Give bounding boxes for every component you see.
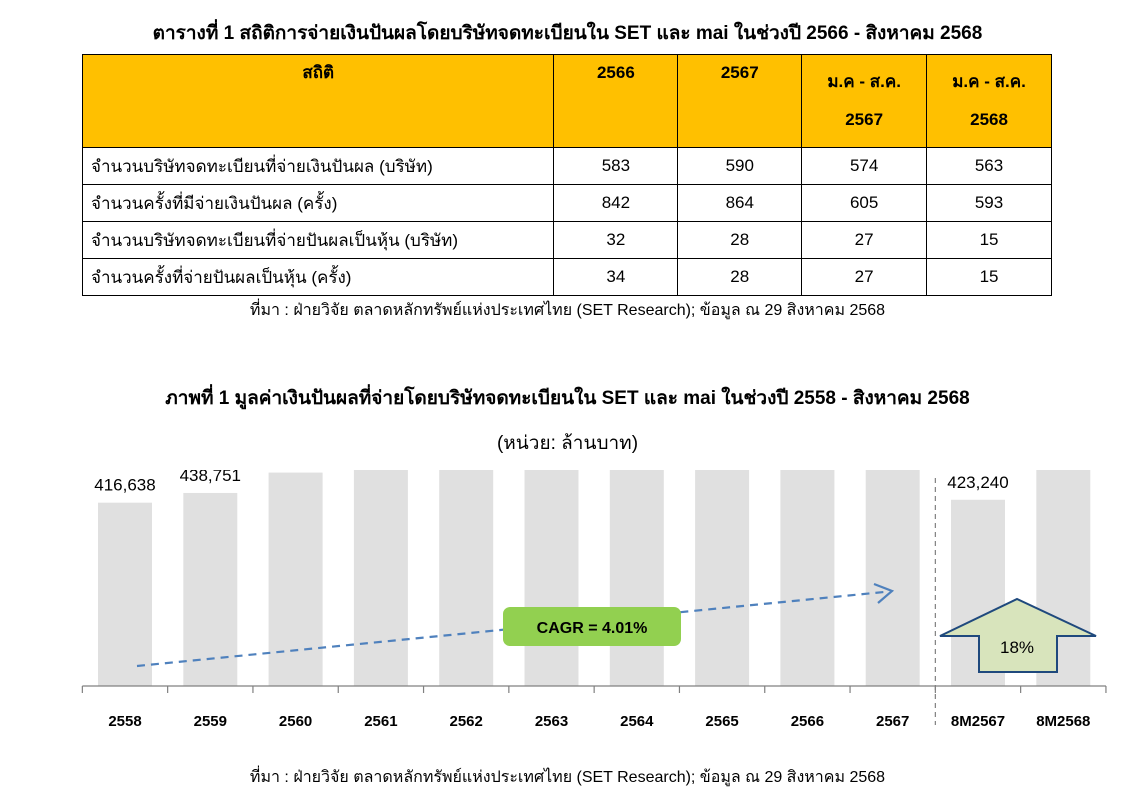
header-jan-aug-2568-year: 2568 <box>970 110 1008 129</box>
cell-value: 590 <box>677 147 803 185</box>
x-tick-label-2562: 2562 <box>450 713 483 730</box>
cagr-label: CAGR = 4.01% <box>537 620 648 637</box>
table-source: ที่มา : ฝ่ายวิจัย ตลาดหลักทรัพย์แห่งประเ… <box>249 302 886 319</box>
bar-2563 <box>524 470 579 686</box>
row-label: จำนวนบริษัทจดทะเบียนที่จ่ายเงินปันผล (บร… <box>81 147 555 185</box>
bar-2566 <box>780 470 835 686</box>
cell-value: 27 <box>801 258 928 296</box>
x-tick-label-2567: 2567 <box>876 713 909 730</box>
value-label-8M2567: 423,240 <box>947 473 1008 492</box>
x-tick-label-2563: 2563 <box>535 713 568 730</box>
x-axis <box>81 685 1107 693</box>
x-tick-label-8M2567: 8M2567 <box>951 713 1005 730</box>
x-tick-label-2559: 2559 <box>194 713 227 730</box>
header-2566: 2566 <box>553 54 679 148</box>
x-tick-label-group: 2558 2559 2560 2561 2562 2563 2564 2565 2566 2567… <box>108 713 1090 730</box>
table-row: จำนวนบริษัทจดทะเบียนที่จ่ายเงินปันผล (บร… <box>81 147 1052 185</box>
dividend-bar-chart: 416,638438,751484,978525,377525,061493,5… <box>81 470 1107 730</box>
header-jan-aug-2567: ม.ค - ส.ค. 2567 <box>801 54 928 148</box>
cagr-trend-group: CAGR = 4.01% <box>136 582 895 668</box>
growth-arrow-group: 18% <box>939 597 1097 673</box>
cell-value: 27 <box>801 221 928 259</box>
table-row: จำนวนบริษัทจดทะเบียนที่จ่ายปันผลเป็นหุ้น… <box>81 221 1052 259</box>
header-stat: สถิติ <box>81 54 555 148</box>
bar-2565 <box>695 470 750 686</box>
cagr-box <box>503 607 681 646</box>
cell-value: 32 <box>553 221 679 259</box>
table-header-row: สถิติ 2566 2567 ม.ค - ส.ค. 2567 ม.ค - ส.… <box>81 54 1052 148</box>
x-tick-label-2560: 2560 <box>279 713 312 730</box>
bar-2559 <box>183 492 238 686</box>
x-tick-label-8M2568: 8M2568 <box>1036 713 1090 730</box>
row-label: จำนวนครั้งที่จ่ายปันผลเป็นหุ้น (ครั้ง) <box>81 258 555 296</box>
bar-2564 <box>609 470 664 686</box>
bar-group <box>98 470 1091 686</box>
cell-value: 15 <box>926 221 1052 259</box>
trend-arrowhead <box>873 582 895 604</box>
x-tick-label-2564: 2564 <box>620 713 654 730</box>
cell-value: 28 <box>677 258 803 296</box>
header-2567: 2567 <box>677 54 803 148</box>
table-title: ตารางที่ 1 สถิติการจ่ายเงินปันผลโดยบริษั… <box>152 23 983 44</box>
row-label: จำนวนบริษัทจดทะเบียนที่จ่ายปันผลเป็นหุ้น… <box>81 221 555 259</box>
header-jan-aug-2568: ม.ค - ส.ค. 2568 <box>926 54 1052 148</box>
cell-value: 34 <box>553 258 679 296</box>
cell-value: 864 <box>677 184 803 222</box>
x-tick-label-2565: 2565 <box>705 713 738 730</box>
bar-2562 <box>439 470 494 686</box>
x-tick-label-2558: 2558 <box>108 713 141 730</box>
cell-value: 574 <box>801 147 928 185</box>
bar-2558 <box>98 502 152 686</box>
cell-value: 593 <box>926 184 1052 222</box>
figure-unit: (หน่วย: ล้านบาท) <box>496 433 639 454</box>
table-row: จำนวนครั้งที่จ่ายปันผลเป็นหุ้น (ครั้ง) 3… <box>81 258 1052 296</box>
cell-value: 842 <box>553 184 679 222</box>
header-jan-aug-2567-period: ม.ค - ส.ค. <box>827 72 901 91</box>
header-jan-aug-2568-period: ม.ค - ส.ค. <box>952 72 1026 91</box>
figure-title: ภาพที่ 1 มูลค่าเงินปันผลที่จ่ายโดยบริษัท… <box>165 388 970 409</box>
bar-2567 <box>865 470 920 686</box>
bar-2560 <box>268 472 323 686</box>
header-jan-aug-2567-year: 2567 <box>845 110 884 129</box>
cell-value: 28 <box>677 221 803 259</box>
value-label-2559: 438,751 <box>180 470 241 485</box>
cell-value: 583 <box>553 147 679 185</box>
table-row: จำนวนครั้งที่มีจ่ายเงินปันผล (ครั้ง) 842… <box>81 184 1052 222</box>
x-tick-label-2561: 2561 <box>364 713 397 730</box>
value-label-2558: 416,638 <box>94 476 155 495</box>
cell-value: 605 <box>801 184 928 222</box>
row-label: จำนวนครั้งที่มีจ่ายเงินปันผล (ครั้ง) <box>81 184 555 222</box>
value-label-group: 416,638438,751484,978525,377525,061493,5… <box>94 470 1008 495</box>
cell-value: 15 <box>926 258 1052 296</box>
growth-label: 18% <box>1000 638 1034 657</box>
bar-2561 <box>353 470 408 686</box>
x-tick-label-2566: 2566 <box>791 713 824 730</box>
figure-source: ที่มา : ฝ่ายวิจัย ตลาดหลักทรัพย์แห่งประเ… <box>249 769 886 786</box>
dividend-stats-table: สถิติ 2566 2567 ม.ค - ส.ค. 2567 ม.ค - ส.… <box>81 54 1052 296</box>
growth-arrow <box>939 597 1097 673</box>
cell-value: 563 <box>926 147 1052 185</box>
